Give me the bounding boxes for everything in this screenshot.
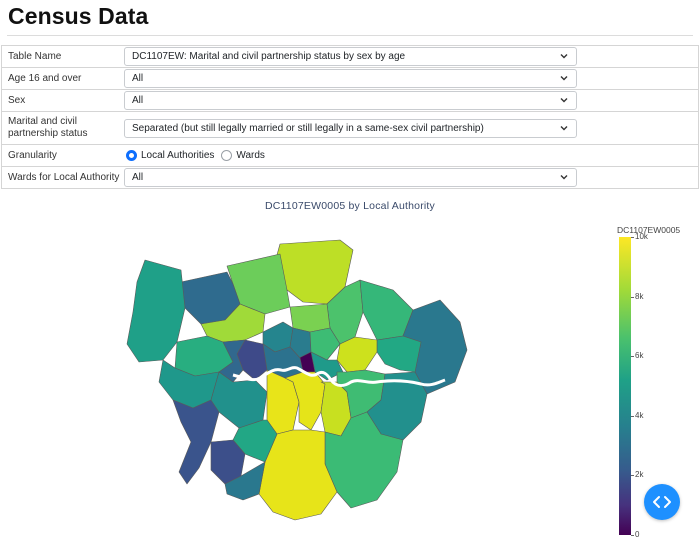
colorbar-tick-mark <box>631 356 634 358</box>
chevron-down-icon <box>559 73 569 83</box>
colorbar-tick-mark <box>631 535 634 536</box>
marital-select[interactable]: Separated (but still legally married or … <box>124 118 577 138</box>
marital-row: Marital and civil partnership status Sep… <box>1 112 699 145</box>
colorbar-tick-label: 2k <box>635 470 644 480</box>
age-select[interactable]: All <box>124 69 577 88</box>
chevron-down-icon <box>559 95 569 105</box>
granularity-label: Granularity <box>8 149 57 161</box>
colorbar-tick-label: 8k <box>635 291 644 301</box>
borough-newham <box>336 336 378 373</box>
sex-select[interactable]: All <box>124 91 577 110</box>
borough-sutton <box>224 461 266 501</box>
filter-form: Table Name DC1107EW: Marital and civil p… <box>1 45 699 189</box>
page-title: Census Data <box>8 3 149 29</box>
table-name-row: Table Name DC1107EW: Marital and civil p… <box>1 46 699 68</box>
borough-haringey <box>289 303 331 333</box>
marital-value: Separated (but still legally married or … <box>132 122 484 134</box>
code-toggle-button[interactable] <box>644 484 680 520</box>
london-choropleth-map[interactable] <box>115 232 495 527</box>
colorbar-tick-label: 4k <box>635 410 644 420</box>
radio-wards[interactable]: Wards <box>221 150 265 161</box>
river-thames <box>232 366 446 387</box>
wards-value: All <box>132 172 144 183</box>
borough-hillingdon <box>126 259 186 363</box>
radio-local-authorities-label: Local Authorities <box>141 150 215 161</box>
colorbar-tick-mark <box>631 475 634 477</box>
sex-row: Sex All <box>1 90 699 112</box>
borough-hackney <box>309 327 341 361</box>
radio-local-authorities[interactable]: Local Authorities <box>126 150 214 161</box>
colorbar-tick-label: 10k <box>635 232 648 241</box>
borough-barking <box>376 335 422 373</box>
table-name-select[interactable]: DC1107EW: Marital and civil partnership … <box>124 47 577 66</box>
colorbar-tick-mark <box>631 296 634 298</box>
radio-wards-label: Wards <box>236 150 265 161</box>
wards-select[interactable]: All <box>124 168 577 187</box>
title-divider <box>7 35 693 36</box>
table-name-label: Table Name <box>8 50 62 62</box>
chevron-down-icon <box>559 172 569 182</box>
age-label: Age 16 and over <box>8 72 82 84</box>
wards-row: Wards for Local Authority All <box>1 167 699 189</box>
colorbar-title: DC1107EW0005 <box>617 225 681 235</box>
colorbar <box>619 237 631 535</box>
colorbar-tick-label: 0 <box>635 530 640 539</box>
wards-label: Wards for Local Authority <box>8 171 120 183</box>
granularity-radio-group: Local Authorities Wards <box>126 150 272 161</box>
colorbar-tick-mark <box>631 237 634 238</box>
code-brackets-icon <box>653 496 671 508</box>
sex-label: Sex <box>8 94 26 106</box>
radio-checked-icon[interactable] <box>126 150 137 161</box>
borough-richmond <box>172 399 220 485</box>
sex-value: All <box>132 95 144 106</box>
borough-wandsworth <box>210 371 268 429</box>
radio-unchecked-icon[interactable] <box>221 150 233 161</box>
colorbar-tick-mark <box>631 415 634 417</box>
marital-label: Marital and civil partnership status <box>8 116 88 139</box>
borough-southwark <box>284 371 326 431</box>
chevron-down-icon <box>559 51 569 61</box>
granularity-row: Granularity Local Authorities Wards <box>1 145 699 167</box>
chart-title: DC1107EW0005 by Local Authority <box>264 200 436 212</box>
colorbar-tick-label: 6k <box>635 351 644 361</box>
age-row: Age 16 and over All <box>1 68 699 90</box>
table-name-value: DC1107EW: Marital and civil partnership … <box>132 51 406 62</box>
chevron-down-icon <box>559 123 569 133</box>
age-value: All <box>132 73 144 84</box>
